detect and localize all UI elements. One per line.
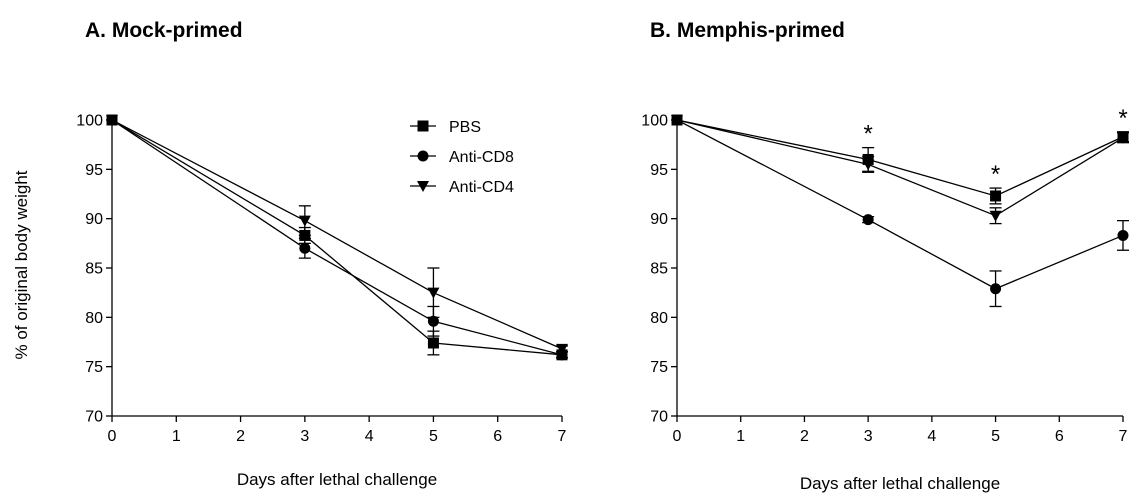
x-tick-label: 0	[673, 428, 682, 445]
legend-marker	[417, 120, 429, 132]
series-pbs	[671, 114, 1129, 205]
data-point	[106, 115, 118, 126]
legend-item: Anti-CD4	[410, 179, 514, 196]
x-tick-label: 6	[1055, 428, 1064, 445]
series-line	[111, 119, 563, 356]
legend-item: Anti-CD8	[410, 149, 514, 166]
series-anti-cd4	[106, 115, 568, 355]
y-tick-label: 100	[76, 113, 103, 130]
data-point	[427, 337, 439, 349]
x-axis-label: Days after lethal challenge	[237, 470, 437, 489]
series-anti-cd4	[671, 115, 1129, 225]
data-point	[671, 115, 683, 126]
legend-marker	[417, 181, 429, 192]
x-tick-label: 2	[800, 428, 809, 445]
x-tick-label: 3	[864, 428, 873, 445]
legend-label: Anti-CD4	[449, 179, 514, 196]
x-tick-label: 5	[991, 428, 1000, 445]
y-tick-label: 70	[85, 409, 103, 426]
legend-marker	[417, 150, 429, 162]
panel-title: A. Mock-primed	[85, 19, 243, 42]
legend-item: PBS	[410, 119, 481, 136]
series-line	[676, 119, 1124, 197]
y-tick-label: 75	[85, 359, 103, 376]
legend-label: Anti-CD8	[449, 149, 514, 166]
legend: PBS Anti-CD8 Anti-CD4	[410, 119, 514, 196]
data-point	[989, 210, 1002, 222]
data-point	[990, 283, 1002, 295]
x-tick-label: 7	[1119, 428, 1128, 445]
y-tick-label: 85	[85, 261, 103, 278]
data-point	[427, 315, 439, 327]
y-tick-label: 70	[650, 409, 668, 426]
x-tick-label: 7	[558, 428, 567, 445]
y-tick-label: 80	[650, 310, 668, 327]
significance-marker: *	[863, 121, 872, 148]
data-point	[990, 190, 1002, 202]
y-tick-label: 95	[650, 162, 668, 179]
significance-marker: *	[991, 161, 1000, 188]
data-point	[556, 343, 568, 355]
x-tick-label: 3	[300, 428, 309, 445]
series-anti-cd8	[671, 114, 1129, 308]
panel-memphis-primed: B. Memphis-primed 70 75 80 85 90 95 100 0 1 2 3 4 5 6 7…	[641, 19, 1129, 493]
x-tick-label: 1	[172, 428, 181, 445]
x-tick-label: 0	[108, 428, 117, 445]
data-point	[298, 215, 311, 227]
series-line	[676, 119, 1124, 217]
series-line	[111, 119, 563, 350]
x-axis-label: Days after lethal challenge	[800, 474, 1000, 493]
panel-mock-primed: A. Mock-primed 70 75 80 85 90 95 100 0 1 2 3 4 5 6 7 Day…	[76, 19, 568, 489]
data-point	[299, 242, 311, 254]
y-tick-label: 80	[85, 310, 103, 327]
y-tick-label: 85	[650, 261, 668, 278]
y-tick-label: 90	[650, 211, 668, 228]
x-tick-label: 6	[493, 428, 502, 445]
y-tick-label: 75	[650, 359, 668, 376]
y-tick-label: 90	[85, 211, 103, 228]
series-line	[676, 119, 1124, 290]
data-point	[1117, 229, 1129, 241]
legend-label: PBS	[449, 119, 481, 136]
x-tick-label: 4	[365, 428, 374, 445]
data-point	[862, 159, 875, 171]
y-tick-label: 95	[85, 162, 103, 179]
data-point	[862, 214, 874, 226]
x-tick-label: 5	[429, 428, 438, 445]
significance-marker: *	[1118, 105, 1127, 132]
y-axis-label: % of original body weight	[12, 170, 31, 359]
x-tick-label: 1	[736, 428, 745, 445]
x-tick-label: 2	[236, 428, 245, 445]
y-tick-label: 100	[641, 113, 668, 130]
data-point	[1117, 132, 1129, 144]
data-point	[427, 287, 440, 299]
series-line	[111, 119, 563, 356]
x-tick-label: 4	[927, 428, 936, 445]
panel-title: B. Memphis-primed	[650, 19, 845, 42]
